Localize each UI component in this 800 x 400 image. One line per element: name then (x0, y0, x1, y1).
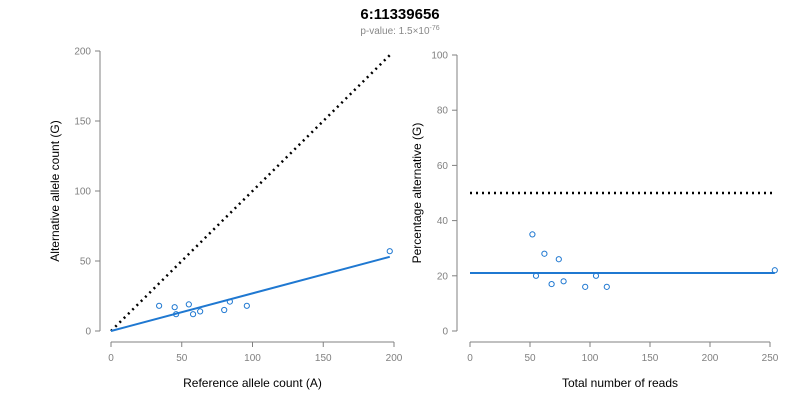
data-point (541, 250, 548, 257)
x-tick-label: 100 (582, 353, 599, 364)
x-tick-label: 150 (315, 353, 332, 364)
data-point (156, 302, 163, 309)
data-point (560, 278, 567, 285)
x-tick-label: 50 (176, 353, 188, 364)
x-tick-label: 100 (244, 353, 261, 364)
panel-allele-counts: 0 50 100 150 200 0 50 100 150 200 Reference allele… (48, 47, 403, 391)
data-point (548, 280, 555, 288)
reference-line (110, 54, 391, 332)
subtitle-exponent: -76 (430, 25, 440, 32)
y-tick-label: 150 (74, 117, 91, 128)
y-tick-label: 50 (80, 257, 92, 268)
y-tick-label: 100 (74, 187, 91, 198)
y-tick-label: 200 (74, 47, 91, 58)
data-point (386, 248, 393, 255)
y-tick-label: 100 (431, 51, 448, 62)
x-tick-label: 200 (386, 353, 403, 364)
x-tick-label: 50 (524, 353, 536, 364)
data-point (603, 283, 610, 290)
y-tick-label: 0 (85, 327, 91, 338)
panel-percentage-alternative: 0 50 100 150 200 250 0 20 40 60 80 100 Total number … (410, 51, 779, 391)
x-axis-label: Total number of reads (562, 376, 678, 390)
data-point (532, 272, 540, 279)
data-point (197, 308, 204, 315)
y-tick-label: 80 (437, 106, 449, 117)
data-point (185, 301, 192, 308)
y-axis-label: Percentage alternative (G) (410, 123, 424, 264)
data-point (243, 302, 250, 309)
y-tick-label: 60 (437, 161, 449, 172)
subtitle-prefix: p-value: 1.5×10 (360, 26, 430, 37)
data-point (172, 311, 180, 318)
data-point (771, 267, 778, 274)
data-point (189, 311, 197, 318)
x-tick-label: 200 (702, 353, 719, 364)
data-point (221, 306, 228, 314)
data-point (171, 304, 178, 311)
x-tick-label: 0 (467, 353, 473, 364)
data-point (226, 298, 233, 305)
figure-title: 6:11339656 (360, 6, 439, 23)
y-axis-label: Alternative allele count (G) (48, 120, 62, 261)
fit-line (110, 255, 391, 332)
figure-subtitle: p-value: 1.5×10-76 (360, 25, 439, 37)
x-axis-label: Reference allele count (A) (183, 376, 322, 390)
data-point (582, 283, 589, 290)
y-tick-label: 0 (442, 327, 448, 338)
x-tick-label: 250 (762, 353, 779, 364)
data-point (555, 256, 562, 263)
data-point (592, 272, 600, 279)
data-point (529, 231, 536, 238)
x-tick-label: 150 (642, 353, 659, 364)
y-tick-label: 20 (437, 271, 449, 282)
x-tick-label: 0 (108, 353, 114, 364)
y-tick-label: 40 (437, 216, 449, 227)
